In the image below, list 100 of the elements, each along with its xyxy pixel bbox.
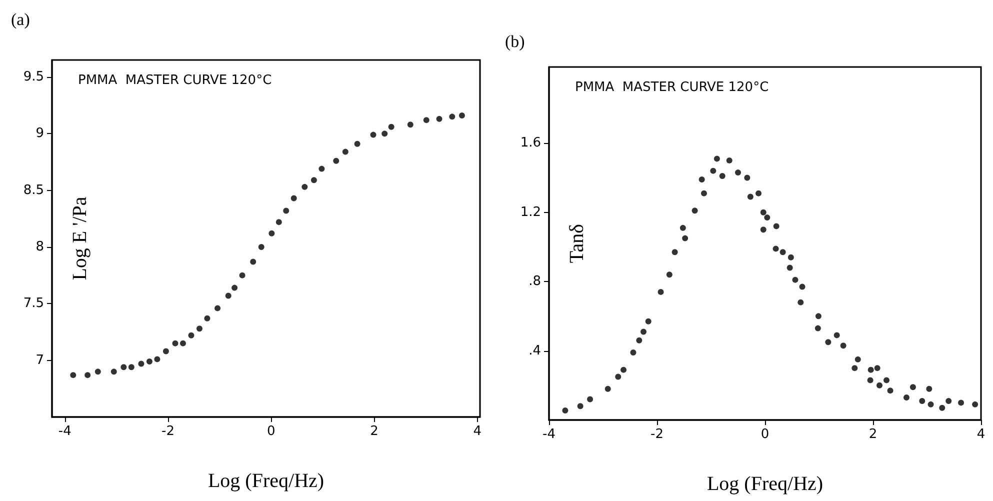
x-tick-label: -4 (58, 424, 72, 439)
point (700, 190, 707, 196)
point (867, 377, 874, 384)
point (70, 372, 76, 378)
y-axis-title: Log E '/Pa (69, 196, 91, 280)
x-tick-label: -2 (650, 427, 664, 442)
y-tick-label: 1.6 (520, 136, 541, 151)
point (172, 340, 178, 346)
x-tick-label: 0 (267, 424, 276, 439)
point (204, 315, 210, 322)
point (180, 340, 186, 346)
point (946, 398, 952, 404)
y-tick-label: .8 (528, 274, 541, 290)
point (84, 372, 91, 378)
point (604, 386, 611, 392)
point (333, 158, 340, 164)
point (926, 386, 932, 392)
point (868, 366, 874, 373)
point (854, 356, 861, 362)
point (840, 342, 846, 349)
point (268, 230, 275, 236)
y-tick-label: 8 (36, 240, 44, 254)
x-tick-label: -4 (542, 427, 556, 442)
point (354, 140, 360, 147)
point (138, 360, 144, 367)
y-tick-label: 1.2 (520, 204, 541, 220)
x-tick-label: 4 (473, 424, 482, 439)
point (825, 339, 832, 346)
point (756, 190, 762, 196)
point (310, 177, 317, 184)
point (815, 313, 822, 320)
point (232, 284, 238, 291)
point (772, 246, 779, 252)
point (250, 258, 256, 265)
point (342, 148, 348, 155)
point (680, 224, 686, 231)
point (146, 358, 152, 364)
point (562, 407, 568, 414)
point (436, 116, 442, 122)
point (710, 168, 716, 174)
point (760, 226, 766, 233)
point (449, 114, 456, 120)
point (407, 122, 414, 128)
point (276, 219, 282, 226)
point (640, 328, 646, 335)
point (747, 194, 754, 200)
point (388, 124, 394, 130)
point (698, 176, 705, 182)
point (423, 117, 430, 124)
point (764, 214, 770, 221)
point (939, 404, 946, 411)
point (799, 284, 806, 290)
point (814, 325, 821, 332)
point (370, 132, 376, 138)
x-tick-label: 0 (760, 427, 770, 442)
point (577, 403, 584, 410)
point (910, 384, 916, 390)
point (760, 209, 766, 216)
point (225, 292, 232, 299)
y-tick-label: 9 (36, 126, 44, 142)
point (382, 130, 388, 137)
point (666, 272, 672, 278)
point (773, 223, 780, 230)
chart-title: (b) (505, 32, 525, 51)
point (258, 244, 264, 250)
point (798, 299, 804, 306)
x-tick-label: -2 (162, 424, 175, 439)
point (792, 276, 798, 283)
y-tick-label: 8.5 (23, 182, 44, 198)
point (928, 401, 934, 408)
point (780, 249, 786, 256)
annotation: PMMA MASTER CURVE 120°C (575, 80, 769, 95)
point (876, 382, 882, 388)
point (744, 174, 750, 181)
y-tick-label: .4 (528, 343, 541, 358)
point (302, 184, 308, 190)
point (672, 249, 678, 256)
point (958, 400, 964, 406)
x-axis-title: Log (Freq/Hz) (208, 470, 324, 492)
point (162, 348, 169, 354)
point (318, 166, 325, 172)
point (884, 377, 890, 384)
annotation: PMMA MASTER CURVE 120°C (78, 73, 272, 88)
point (919, 398, 926, 404)
chart-title: (a) (11, 10, 30, 29)
y-axis-title: Tanδ (566, 224, 588, 264)
point (636, 337, 642, 344)
x-tick-label: 2 (868, 427, 878, 442)
point (94, 368, 101, 375)
point (458, 112, 465, 119)
point (615, 374, 622, 380)
point (154, 356, 160, 362)
point (630, 350, 636, 356)
point (587, 396, 594, 402)
x-axis-title: Log (Freq/Hz) (706, 473, 824, 495)
x-tick-label: 2 (370, 424, 378, 439)
point (214, 305, 221, 312)
point (283, 208, 290, 214)
point (188, 332, 194, 338)
point (110, 368, 117, 375)
